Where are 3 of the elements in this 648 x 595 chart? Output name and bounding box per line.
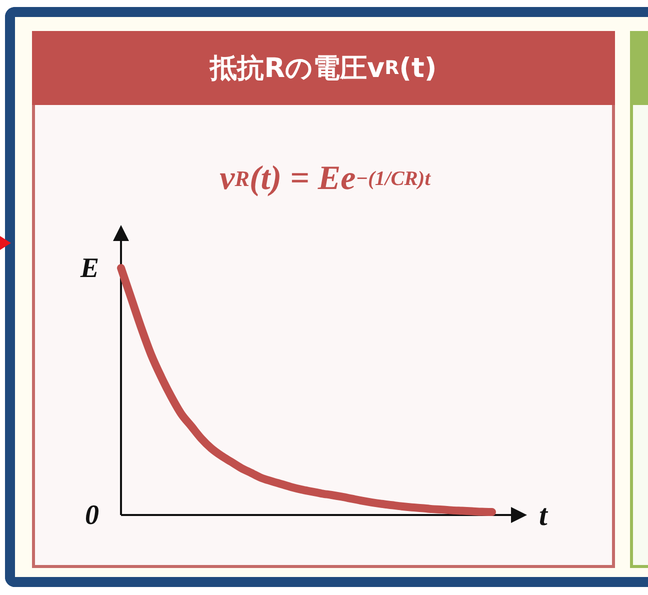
text: E	[79, 253, 99, 284]
x-axis-title: t	[539, 498, 549, 532]
text: 0	[85, 500, 99, 532]
